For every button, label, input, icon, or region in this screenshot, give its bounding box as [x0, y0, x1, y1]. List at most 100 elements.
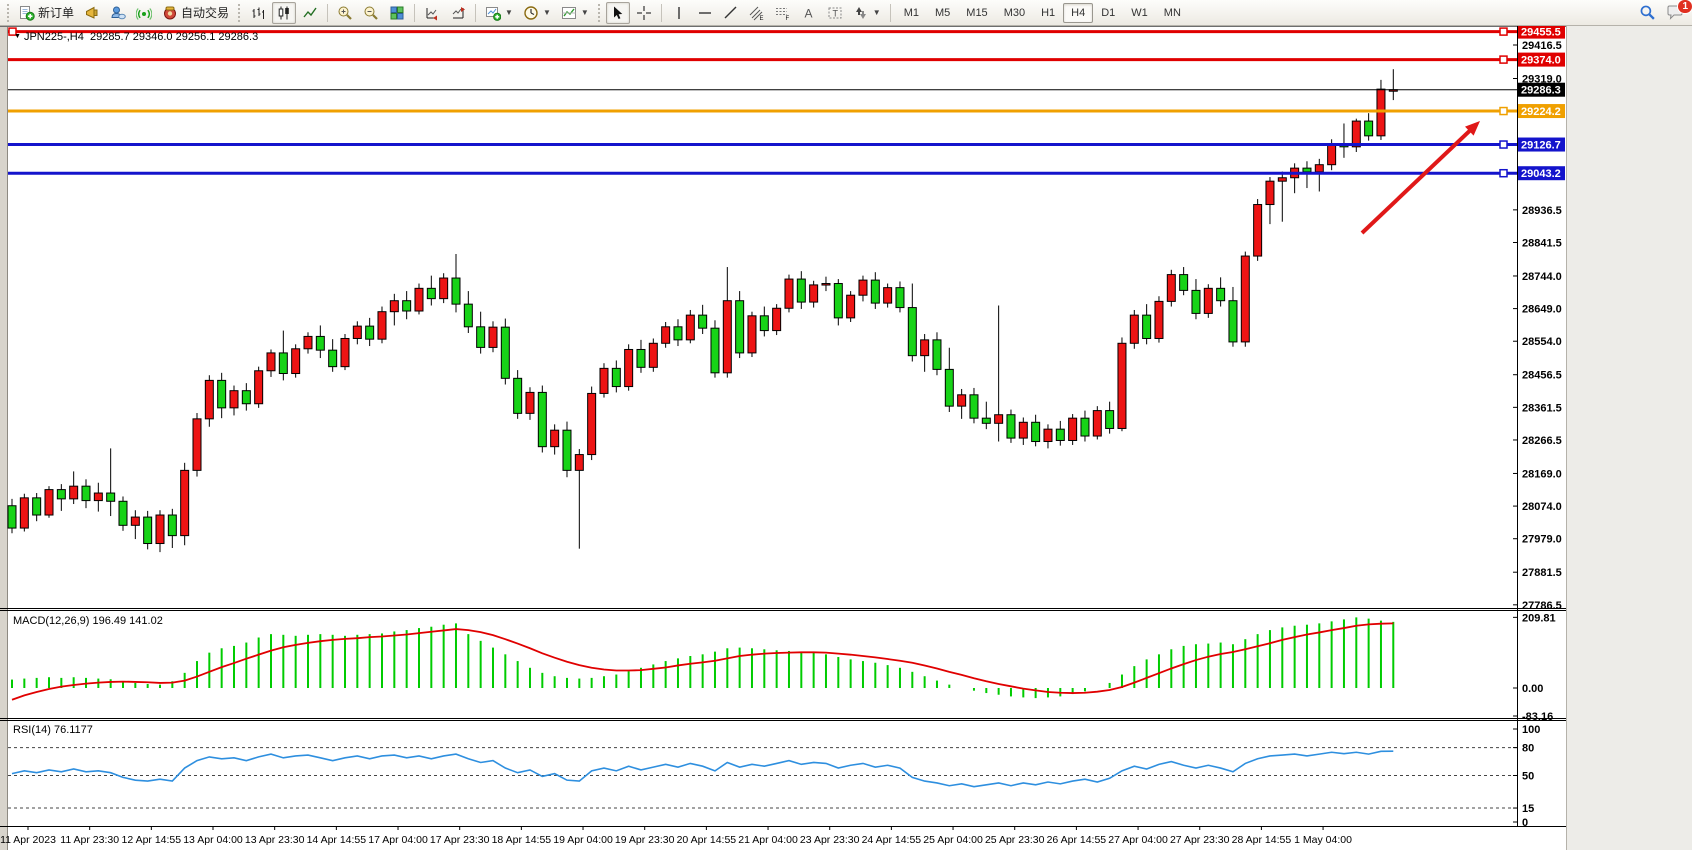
- arrows-button[interactable]: ▼: [849, 2, 885, 24]
- chart-shift-button[interactable]: [446, 2, 470, 24]
- toolbar-separator: [475, 3, 477, 22]
- horizontal-line-object[interactable]: 29374.0: [8, 52, 1565, 67]
- svg-text:28936.5: 28936.5: [1522, 205, 1562, 217]
- zoom-out-button[interactable]: [359, 2, 383, 24]
- line-chart-button[interactable]: [298, 2, 322, 24]
- bear-candle: [7, 505, 17, 529]
- timeframe-H1[interactable]: H1: [1041, 6, 1056, 19]
- signals-button[interactable]: [132, 2, 156, 24]
- bear-candle: [451, 277, 461, 305]
- horizontal-line-object[interactable]: 29126.7: [8, 137, 1565, 152]
- bull-candle: [204, 379, 214, 420]
- text-button[interactable]: A: [797, 2, 821, 24]
- timeframe-H4[interactable]: H4: [1063, 2, 1094, 23]
- line-handle: [1499, 106, 1508, 116]
- bear-candle: [106, 492, 116, 502]
- svg-text:27881.5: 27881.5: [1522, 567, 1562, 579]
- timeframe-M30[interactable]: M30: [1003, 6, 1026, 19]
- bear-candle: [759, 315, 769, 332]
- bear-candle: [1302, 167, 1312, 173]
- svg-text:29286.3: 29286.3: [1521, 85, 1561, 97]
- new-chart-button[interactable]: ▼: [481, 2, 517, 24]
- candles-layer: [7, 69, 1398, 553]
- bear-candle: [673, 326, 683, 341]
- timeframe-W1[interactable]: W1: [1131, 6, 1148, 19]
- profile-button[interactable]: [106, 2, 130, 24]
- bear-candle: [32, 497, 42, 516]
- periods-button[interactable]: ▼: [519, 2, 555, 24]
- bear-candle: [1031, 421, 1041, 443]
- timeframe-M5[interactable]: M5: [935, 6, 951, 19]
- arrows-icon: [853, 5, 869, 21]
- bull-candle: [1018, 421, 1028, 439]
- timeframe-MN[interactable]: MN: [1163, 6, 1181, 19]
- toolbar-grip: [7, 3, 10, 22]
- indicators-button[interactable]: ▼: [557, 2, 593, 24]
- new-order-button[interactable]: 新订单: [15, 2, 78, 24]
- svg-text:28361.5: 28361.5: [1522, 402, 1562, 414]
- vertical-line-button[interactable]: [667, 2, 691, 24]
- auto-trading-label: 自动交易: [181, 6, 230, 20]
- crosshair-button[interactable]: [632, 2, 656, 24]
- crosshair-icon: [636, 5, 652, 21]
- bull-candle: [1240, 255, 1250, 343]
- bear-candle: [402, 300, 412, 312]
- cursor-button[interactable]: [605, 1, 630, 24]
- line-handle: [1499, 27, 1508, 36]
- auto-trading-button[interactable]: 自动交易: [158, 2, 233, 24]
- history-center-button[interactable]: [80, 2, 104, 24]
- equidistant-channel-button[interactable]: E: [745, 2, 769, 24]
- price-chart[interactable]: 29455.5 29374.0 29286.3 29224.2 29126.7 29043…: [0, 24, 1692, 850]
- tile-windows-icon: [389, 5, 405, 21]
- bear-candle: [241, 390, 251, 405]
- horizontal-line-button[interactable]: [693, 2, 717, 24]
- bull-candle: [648, 342, 658, 368]
- bull-candle: [883, 287, 893, 304]
- bull-candle: [661, 326, 671, 344]
- search-button[interactable]: [1635, 2, 1660, 24]
- bar-chart-button[interactable]: [246, 2, 270, 24]
- bull-candle: [1203, 287, 1213, 314]
- zoom-in-button[interactable]: [333, 2, 357, 24]
- toolbar-separator: [414, 3, 416, 22]
- svg-text:29374.0: 29374.0: [1521, 55, 1561, 67]
- bull-candle: [254, 370, 264, 405]
- bull-candle: [130, 516, 140, 526]
- bull-candle: [1277, 177, 1287, 182]
- price-badge: [1518, 137, 1565, 152]
- candlestick-chart-button[interactable]: [272, 1, 297, 24]
- timeframe-D1[interactable]: D1: [1101, 6, 1116, 19]
- fibonacci-button[interactable]: F: [771, 2, 795, 24]
- current-price-line[interactable]: 29286.3: [8, 82, 1565, 97]
- svg-text:29224.2: 29224.2: [1521, 106, 1561, 118]
- price-badge: [1518, 166, 1565, 181]
- timeframe-M1[interactable]: M1: [903, 6, 919, 19]
- svg-text:T: T: [832, 8, 838, 18]
- chart-area: 29455.5 29374.0 29286.3 29224.2 29126.7 29043…: [0, 24, 1692, 850]
- svg-text:17 Apr 23:30: 17 Apr 23:30: [430, 834, 490, 846]
- text-label-button[interactable]: T: [823, 2, 847, 24]
- bull-candle: [1154, 300, 1164, 339]
- svg-text:18 Apr 14:55: 18 Apr 14:55: [492, 834, 552, 846]
- bear-candle: [698, 314, 708, 329]
- svg-text:11 Apr 23:30: 11 Apr 23:30: [60, 834, 119, 846]
- chat-button[interactable]: 1: [1662, 0, 1692, 24]
- svg-text:0.00: 0.00: [1522, 683, 1543, 695]
- tile-windows-button[interactable]: [385, 2, 409, 24]
- auto-scroll-button[interactable]: [420, 2, 444, 24]
- bear-candle: [636, 348, 646, 368]
- chevron-down-icon: ▼: [580, 8, 589, 17]
- timeframe-M15[interactable]: M15: [966, 6, 988, 19]
- svg-text:28169.0: 28169.0: [1522, 468, 1562, 480]
- bull-candle: [1068, 417, 1078, 441]
- trendline-button[interactable]: [719, 2, 743, 24]
- svg-text:29043.2: 29043.2: [1521, 168, 1561, 180]
- horizontal-line-object[interactable]: 29455.5: [8, 24, 1565, 39]
- trend-arrow[interactable]: [1360, 121, 1480, 235]
- bull-candle: [784, 278, 794, 309]
- line-handle: [1499, 168, 1508, 178]
- horizontal-line-object[interactable]: 29043.2: [8, 166, 1565, 181]
- horizontal-line-object[interactable]: 29224.2: [8, 104, 1565, 119]
- bull-candle: [69, 485, 79, 500]
- bear-candle: [907, 307, 917, 357]
